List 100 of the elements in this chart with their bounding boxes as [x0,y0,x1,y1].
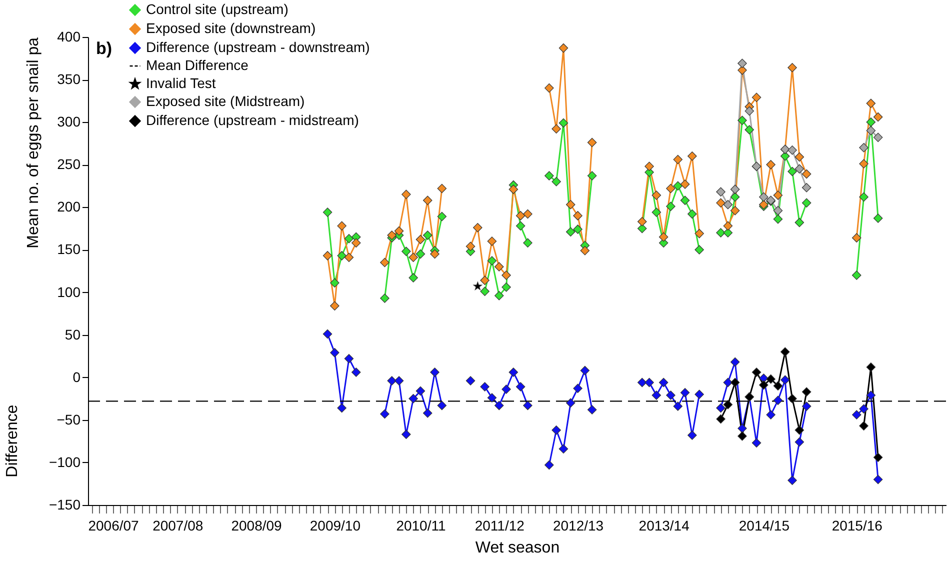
point [380,409,390,419]
point [680,196,690,206]
point [723,200,733,210]
point [673,402,683,411]
point [637,217,647,226]
point [738,58,747,68]
point [752,92,762,102]
point [852,410,862,420]
legend-label: Exposed site (downstream) [146,20,316,36]
point [552,177,561,186]
point [658,232,668,242]
annotation: b) [96,39,112,58]
point [873,452,883,462]
point [437,212,447,222]
point [859,159,868,168]
point [788,63,797,72]
point [508,184,518,194]
point [730,357,740,367]
point [738,66,747,75]
point [723,221,733,231]
point [437,400,447,410]
point [394,376,404,386]
point [802,402,812,411]
y-tick-label: −50 [56,411,81,428]
point [859,421,868,430]
point [666,202,676,211]
point [759,380,768,390]
x-tick-label: 2012/13 [552,518,604,534]
point [508,368,518,377]
legend-label: Difference (upstream - downstream) [146,39,370,55]
point [766,160,776,170]
point [716,187,726,196]
point [673,181,683,191]
point [416,249,426,259]
point [473,282,482,290]
point [673,154,683,164]
y-tick-label: 350 [57,71,81,88]
point [744,106,754,116]
x-tick-label: 2007/08 [152,518,204,534]
x-axis-title: Wet season [475,540,560,556]
legend-label: Mean Difference [146,57,249,73]
point [802,182,812,192]
point [480,286,490,296]
point [794,437,804,447]
point [866,126,876,136]
point [644,162,654,171]
point [788,146,797,155]
point [408,252,418,262]
point [402,246,411,256]
point [680,388,690,398]
point [344,234,354,244]
y-tick-label: 150 [57,241,81,258]
point [652,390,662,400]
text: Difference [4,404,21,478]
point [716,198,726,208]
point [866,117,876,127]
point [794,152,804,162]
y-tick-label: 50 [64,326,81,342]
point [802,169,812,179]
x-tick-label: 2014/15 [738,518,790,534]
point [322,208,332,217]
point [780,375,790,385]
point [466,242,476,251]
point [873,112,883,122]
point [408,394,418,404]
point [780,347,790,356]
point [652,190,662,200]
point [502,384,511,394]
point [494,262,504,272]
point [694,390,704,400]
point [523,238,532,248]
point [552,425,561,435]
point [544,83,554,93]
point [738,424,747,434]
point [730,206,740,216]
y-axis-title: Mean no. of eggs per snail pa [24,37,42,248]
point [351,368,361,377]
point [416,386,426,396]
point [344,252,354,262]
point [802,387,812,396]
point [494,400,504,410]
point [730,184,740,194]
legend-label: Control site (upstream) [146,1,288,17]
point [866,362,876,372]
point [487,393,497,402]
point [694,245,704,254]
point [380,294,390,303]
point [694,228,704,238]
point [866,98,876,108]
point [637,378,647,388]
point [380,258,390,268]
point [430,249,440,259]
point [573,384,582,394]
legend-label: Difference (upstream - midstream) [146,112,359,128]
point [566,227,576,236]
point [337,221,346,231]
point [644,378,654,388]
point [759,192,768,202]
y-tick-label: 400 [57,28,81,44]
point [859,192,868,202]
